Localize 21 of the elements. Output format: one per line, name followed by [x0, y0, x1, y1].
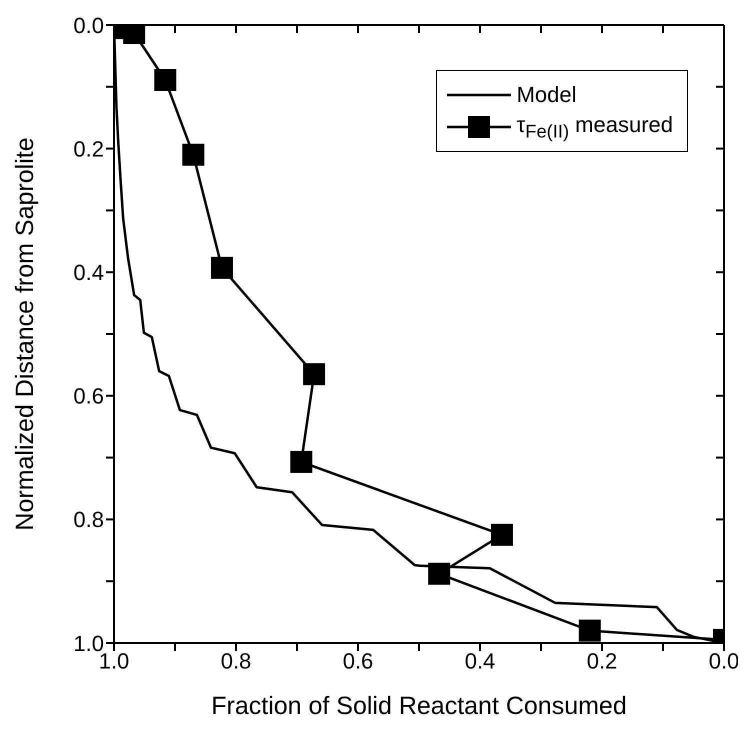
x-tick-label: 0.4: [464, 648, 496, 674]
point: [428, 562, 450, 585]
point: [578, 620, 601, 642]
y-tick-label: 0.0: [73, 12, 104, 38]
y-tick-label: 0.4: [73, 260, 104, 286]
point: [210, 256, 233, 279]
y-axis-title: Normalized Distance from Saprolite: [10, 137, 39, 531]
x-tick-label: 0.6: [342, 648, 374, 674]
point: [154, 69, 176, 91]
point: [290, 450, 312, 473]
y-tick-label: 0.2: [73, 136, 104, 162]
x-tick-label: 0.8: [220, 648, 252, 674]
point: [303, 363, 326, 386]
legend-label: τ$_{Fe(II)}$ measured: [516, 112, 673, 142]
legend-label: Model: [516, 82, 576, 108]
y-tick-label: 0.8: [73, 507, 104, 532]
x-tick-label: 0.2: [586, 648, 618, 674]
point: [182, 144, 204, 166]
point: [490, 524, 513, 546]
x-axis-title: Fraction of Solid Reactant Consumed: [211, 692, 627, 720]
y-tick-label: 0.6: [73, 384, 104, 409]
